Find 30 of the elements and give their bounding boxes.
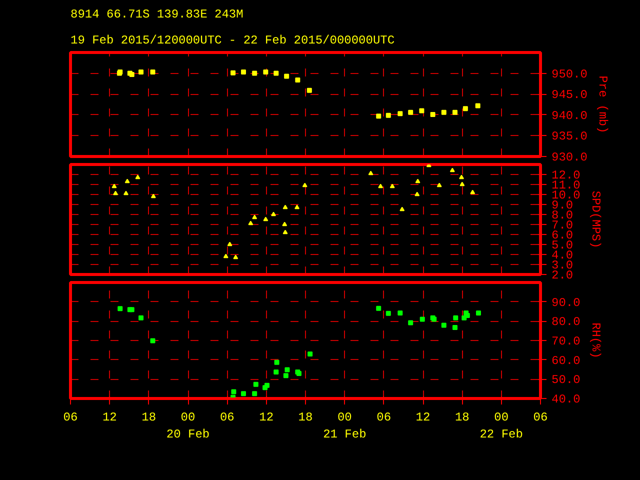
chart-subtitle: 19 Feb 2015/120000UTC - 22 Feb 2015/000000UTC [70,34,395,48]
x-tick-label: 12 [416,410,430,424]
x-tick-label: 06 [220,410,234,424]
y-tick-label: 90.0 [552,296,580,310]
x-tick-label: 00 20 Feb [166,410,210,442]
y-tick-label: 50.0 [552,373,580,388]
x-tick-label: 18 [454,410,470,424]
x-tick-label: 12 [102,410,117,424]
y-tick-label: 930.0 [552,150,588,164]
y-axis-title: SPD(MPS) [588,190,602,248]
x-tick-label: 18 [298,410,313,424]
x-tick-label: 00 22 Feb [480,410,523,442]
y-axis-title: Pre (mb) [596,76,610,134]
x-tick-label: 12 [259,410,274,424]
x-tick-label: 06 [533,410,548,424]
y-tick-label: 80.0 [552,315,580,330]
x-tick-label: 00 21 Feb [323,410,366,442]
y-tick-label: 940.0 [552,108,588,123]
y-tick-label: 2.0 [552,268,574,282]
x-tick-label: 06 [376,410,392,424]
y-axis-title: RH(%) [588,322,602,359]
y-tick-label: 945.0 [552,88,588,102]
x-tick-label: 06 [63,410,78,424]
x-tick-label: 18 [142,410,156,424]
y-tick-label: 40.0 [552,392,580,406]
y-tick-label: 950.0 [552,67,588,82]
y-tick-label: 60.0 [552,354,580,368]
chart-title: 8914 66.71S 139.83E 243M [70,8,244,22]
y-tick-label: 935.0 [552,130,588,144]
y-tick-label: 70.0 [552,334,580,348]
